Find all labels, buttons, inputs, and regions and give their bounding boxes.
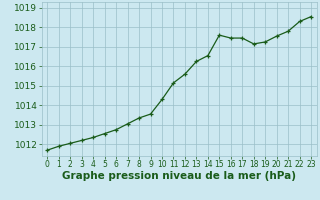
X-axis label: Graphe pression niveau de la mer (hPa): Graphe pression niveau de la mer (hPa) (62, 171, 296, 181)
